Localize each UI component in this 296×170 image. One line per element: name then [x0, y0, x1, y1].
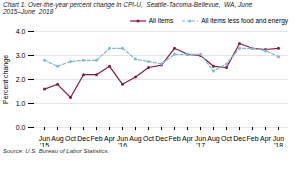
svg-text:Jun'15: Jun'15	[39, 135, 50, 147]
svg-text:0.0: 0.0	[16, 124, 26, 131]
svg-text:Percent change: Percent change	[2, 55, 10, 104]
svg-text:Apr: Apr	[104, 135, 116, 143]
svg-text:Apr: Apr	[260, 135, 272, 143]
svg-text:Oct: Oct	[221, 135, 232, 142]
html-text:All items: All items	[148, 16, 174, 24]
svg-text:Jun'18: Jun'18	[273, 135, 284, 147]
svg-text:Jun'16: Jun'16	[117, 135, 128, 147]
svg-text:Aug: Aug	[207, 135, 220, 143]
svg-text:Apr: Apr	[182, 135, 194, 143]
svg-text:Jun'17: Jun'17	[195, 135, 206, 147]
svg-text:Feb: Feb	[246, 135, 258, 142]
svg-text:Aug: Aug	[51, 135, 64, 143]
svg-text:Feb: Feb	[168, 135, 180, 142]
svg-text:Oct: Oct	[143, 135, 154, 142]
svg-text:4.0: 4.0	[16, 28, 26, 35]
svg-text:2.0: 2.0	[16, 76, 26, 83]
svg-text:Dec: Dec	[155, 135, 168, 142]
html-text:All items less food and energy: All items less food and energy	[201, 16, 288, 24]
svg-text:Dec: Dec	[233, 135, 246, 142]
svg-text:Aug: Aug	[129, 135, 142, 143]
svg-text:1.0: 1.0	[16, 100, 26, 107]
svg-text:3.0: 3.0	[16, 52, 26, 59]
svg-text:Feb: Feb	[90, 135, 102, 142]
svg-text:Oct: Oct	[65, 135, 76, 142]
svg-text:Dec: Dec	[77, 135, 90, 142]
html-text:Chart 1. Over-the-year percent: Chart 1. Over-the-year percent change in…	[3, 1, 253, 16]
html-text:Source: U.S. Bureau of Labor S: Source: U.S. Bureau of Labor Statistics.	[3, 147, 110, 154]
